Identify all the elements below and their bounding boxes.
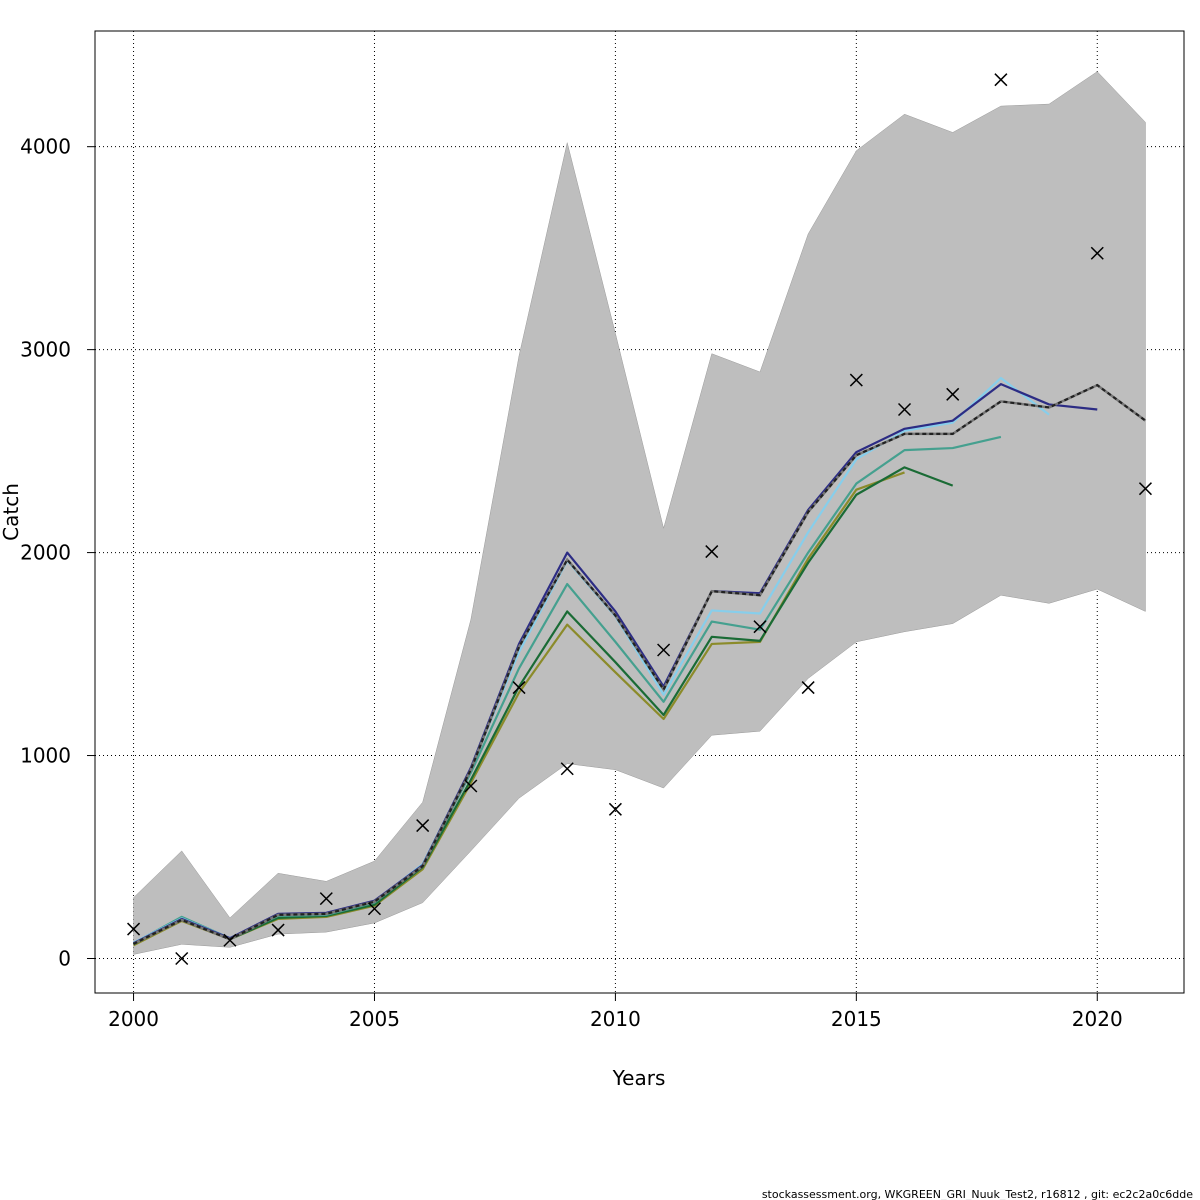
- confidence-band-layer: [133, 71, 1146, 955]
- observed-point-2013: [753, 620, 767, 634]
- observed-point-2017: [946, 387, 960, 401]
- observed-point-2005: [367, 902, 382, 916]
- x-tick-label-2005: 2005: [349, 1007, 400, 1031]
- series-line-2: [133, 466, 954, 946]
- confidence-band: [133, 71, 1146, 955]
- x-axis-title: Years: [612, 1066, 666, 1090]
- observed-point-2009: [560, 762, 574, 776]
- observed-point-2021: [1138, 482, 1152, 496]
- series-line-6: [133, 383, 1147, 945]
- y-tick-label-2000: 2000: [20, 541, 71, 565]
- x-axis-ticks: 2000 2005 2010 2015 2020: [108, 993, 1123, 1031]
- observed-point-2011: [657, 643, 671, 657]
- observed-point-2001: [175, 951, 189, 966]
- series-lines-layer: [132, 376, 1147, 947]
- observed-point-2020: [1090, 246, 1104, 260]
- x-tick-label-2000: 2000: [108, 1007, 159, 1031]
- observed-point-2006: [416, 819, 430, 833]
- y-tick-label-4000: 4000: [20, 135, 71, 159]
- observed-point-2002: [223, 933, 237, 947]
- plot-frame: [94, 30, 1185, 994]
- y-axis-ticks: 0 1000 2000 3000 4000: [20, 135, 95, 970]
- observed-point-2012: [705, 545, 719, 559]
- observed-points-layer: [127, 73, 1152, 966]
- x-tick-label-2010: 2010: [590, 1007, 641, 1031]
- observed-point-2015: [849, 373, 863, 387]
- observed-point-2004: [319, 892, 333, 906]
- y-tick-label-0: 0: [58, 946, 71, 970]
- y-axis-title: Catch: [0, 483, 23, 541]
- observed-point-2000: [127, 922, 141, 936]
- observed-point-2010: [608, 802, 622, 816]
- observed-point-2007: [464, 779, 478, 793]
- y-tick-label-1000: 1000: [20, 744, 71, 768]
- y-tick-label-3000: 3000: [20, 338, 71, 362]
- observed-point-2014: [801, 681, 815, 695]
- observed-point-2016: [897, 402, 912, 417]
- observed-point-2003: [271, 923, 285, 937]
- observed-point-2008: [512, 681, 526, 695]
- footer-credit: stockassessment.org, WKGREEN_GRI_Nuuk_Te…: [762, 1188, 1193, 1200]
- x-tick-label-2020: 2020: [1072, 1007, 1123, 1031]
- x-tick-label-2015: 2015: [831, 1007, 882, 1031]
- observed-point-2018: [994, 73, 1008, 87]
